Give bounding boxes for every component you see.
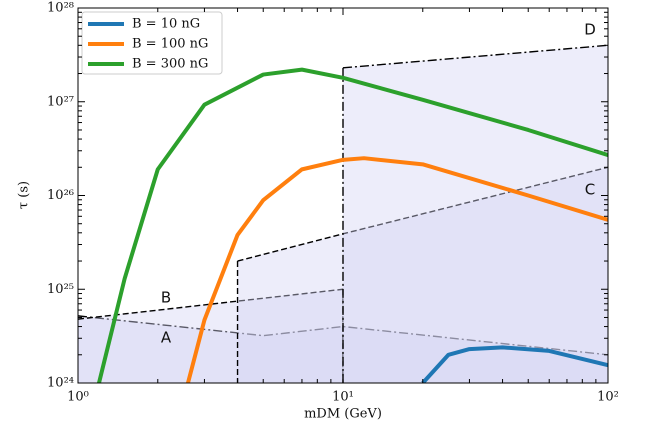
series-line [421,345,608,383]
region-label: C [585,181,595,199]
x-axis-label: mDM (GeV) [304,407,382,422]
legend-label: B = 300 nG [132,57,208,72]
region-boundary [342,44,608,69]
y-tick-label: 10²⁶ [47,188,74,203]
region-fill [78,315,608,383]
region-label: D [584,21,596,39]
legend-label: B = 100 nG [132,37,208,52]
region-fill [237,167,608,383]
region-fill [343,45,608,383]
x-tick-label: 10¹ [332,390,354,405]
series-line [97,67,608,383]
series-line [186,156,608,383]
y-tick-label: 10²⁸ [47,1,74,16]
y-tick-label: 10²⁵ [47,282,74,297]
region-label: B [161,289,171,307]
x-tick-label: 10⁰ [67,390,89,405]
regions [78,44,608,383]
legend-label: B = 10 nG [132,17,200,32]
y-tick-label: 10²⁷ [47,94,74,109]
y-axis-label: τ (s) [17,181,32,209]
legend [81,11,223,75]
curves [97,67,608,383]
region-label: A [161,329,172,347]
region-fill [78,289,343,383]
region-boundary [78,315,608,356]
y-tick-label: 10²⁴ [47,376,74,391]
x-tick-label: 10² [597,390,619,405]
